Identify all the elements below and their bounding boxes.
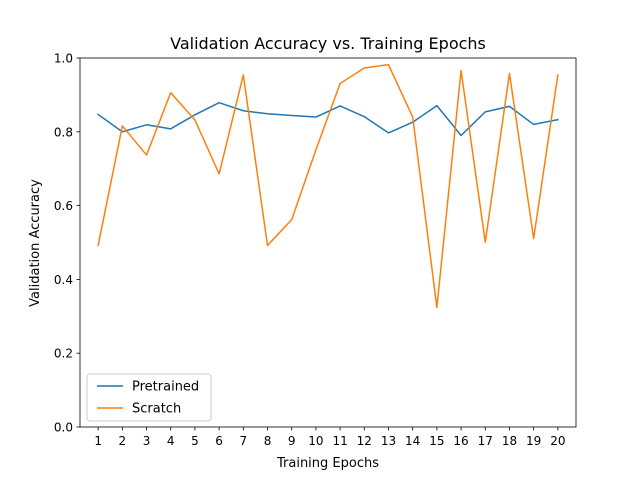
x-tick-label: 14	[405, 434, 420, 448]
x-tick-label: 4	[167, 434, 175, 448]
x-tick-label: 3	[143, 434, 151, 448]
y-tick-label: 0.8	[54, 125, 73, 139]
x-tick-label: 12	[357, 434, 372, 448]
x-tick-label: 18	[502, 434, 517, 448]
y-tick-label: 0.2	[54, 347, 73, 361]
legend-label-scratch: Scratch	[132, 402, 181, 417]
plot-area: 1 2 3 4 5 6 7 8 9 10 11 12 13 14 15 16 17 18 19 200.00.20.4…	[54, 52, 577, 448]
x-tick-label: 1	[94, 434, 102, 448]
x-tick-label: 7	[239, 434, 247, 448]
y-tick-label: 0.0	[54, 421, 73, 435]
series-line-scratch	[97, 63, 559, 309]
x-tick-label: 20	[550, 434, 565, 448]
axes-frame	[79, 57, 577, 428]
x-tick-label: 13	[381, 434, 396, 448]
x-tick-label: 11	[332, 434, 347, 448]
chart-title: Validation Accuracy vs. Training Epochs	[170, 34, 486, 53]
x-tick-label: 2	[119, 434, 127, 448]
x-tick-label: 19	[526, 434, 541, 448]
legend: Pretrained Scratch	[86, 373, 212, 422]
x-tick-label: 16	[453, 434, 468, 448]
y-axis-label: Validation Accuracy	[28, 179, 43, 307]
x-tick-label: 9	[288, 434, 296, 448]
y-tick-label: 0.4	[54, 273, 73, 287]
x-axis-label: Training Epochs	[276, 456, 379, 471]
series-line-pretrained	[97, 101, 559, 137]
x-tick-label: 10	[308, 434, 323, 448]
legend-label-pretrained: Pretrained	[132, 380, 199, 395]
x-tick-label: 5	[191, 434, 199, 448]
x-tick-label: 17	[478, 434, 493, 448]
x-tick-label: 6	[215, 434, 223, 448]
x-tick-label: 15	[429, 434, 444, 448]
y-tick-label: 0.6	[54, 199, 73, 213]
x-tick-label: 8	[264, 434, 272, 448]
y-tick-label: 1.0	[54, 52, 73, 66]
